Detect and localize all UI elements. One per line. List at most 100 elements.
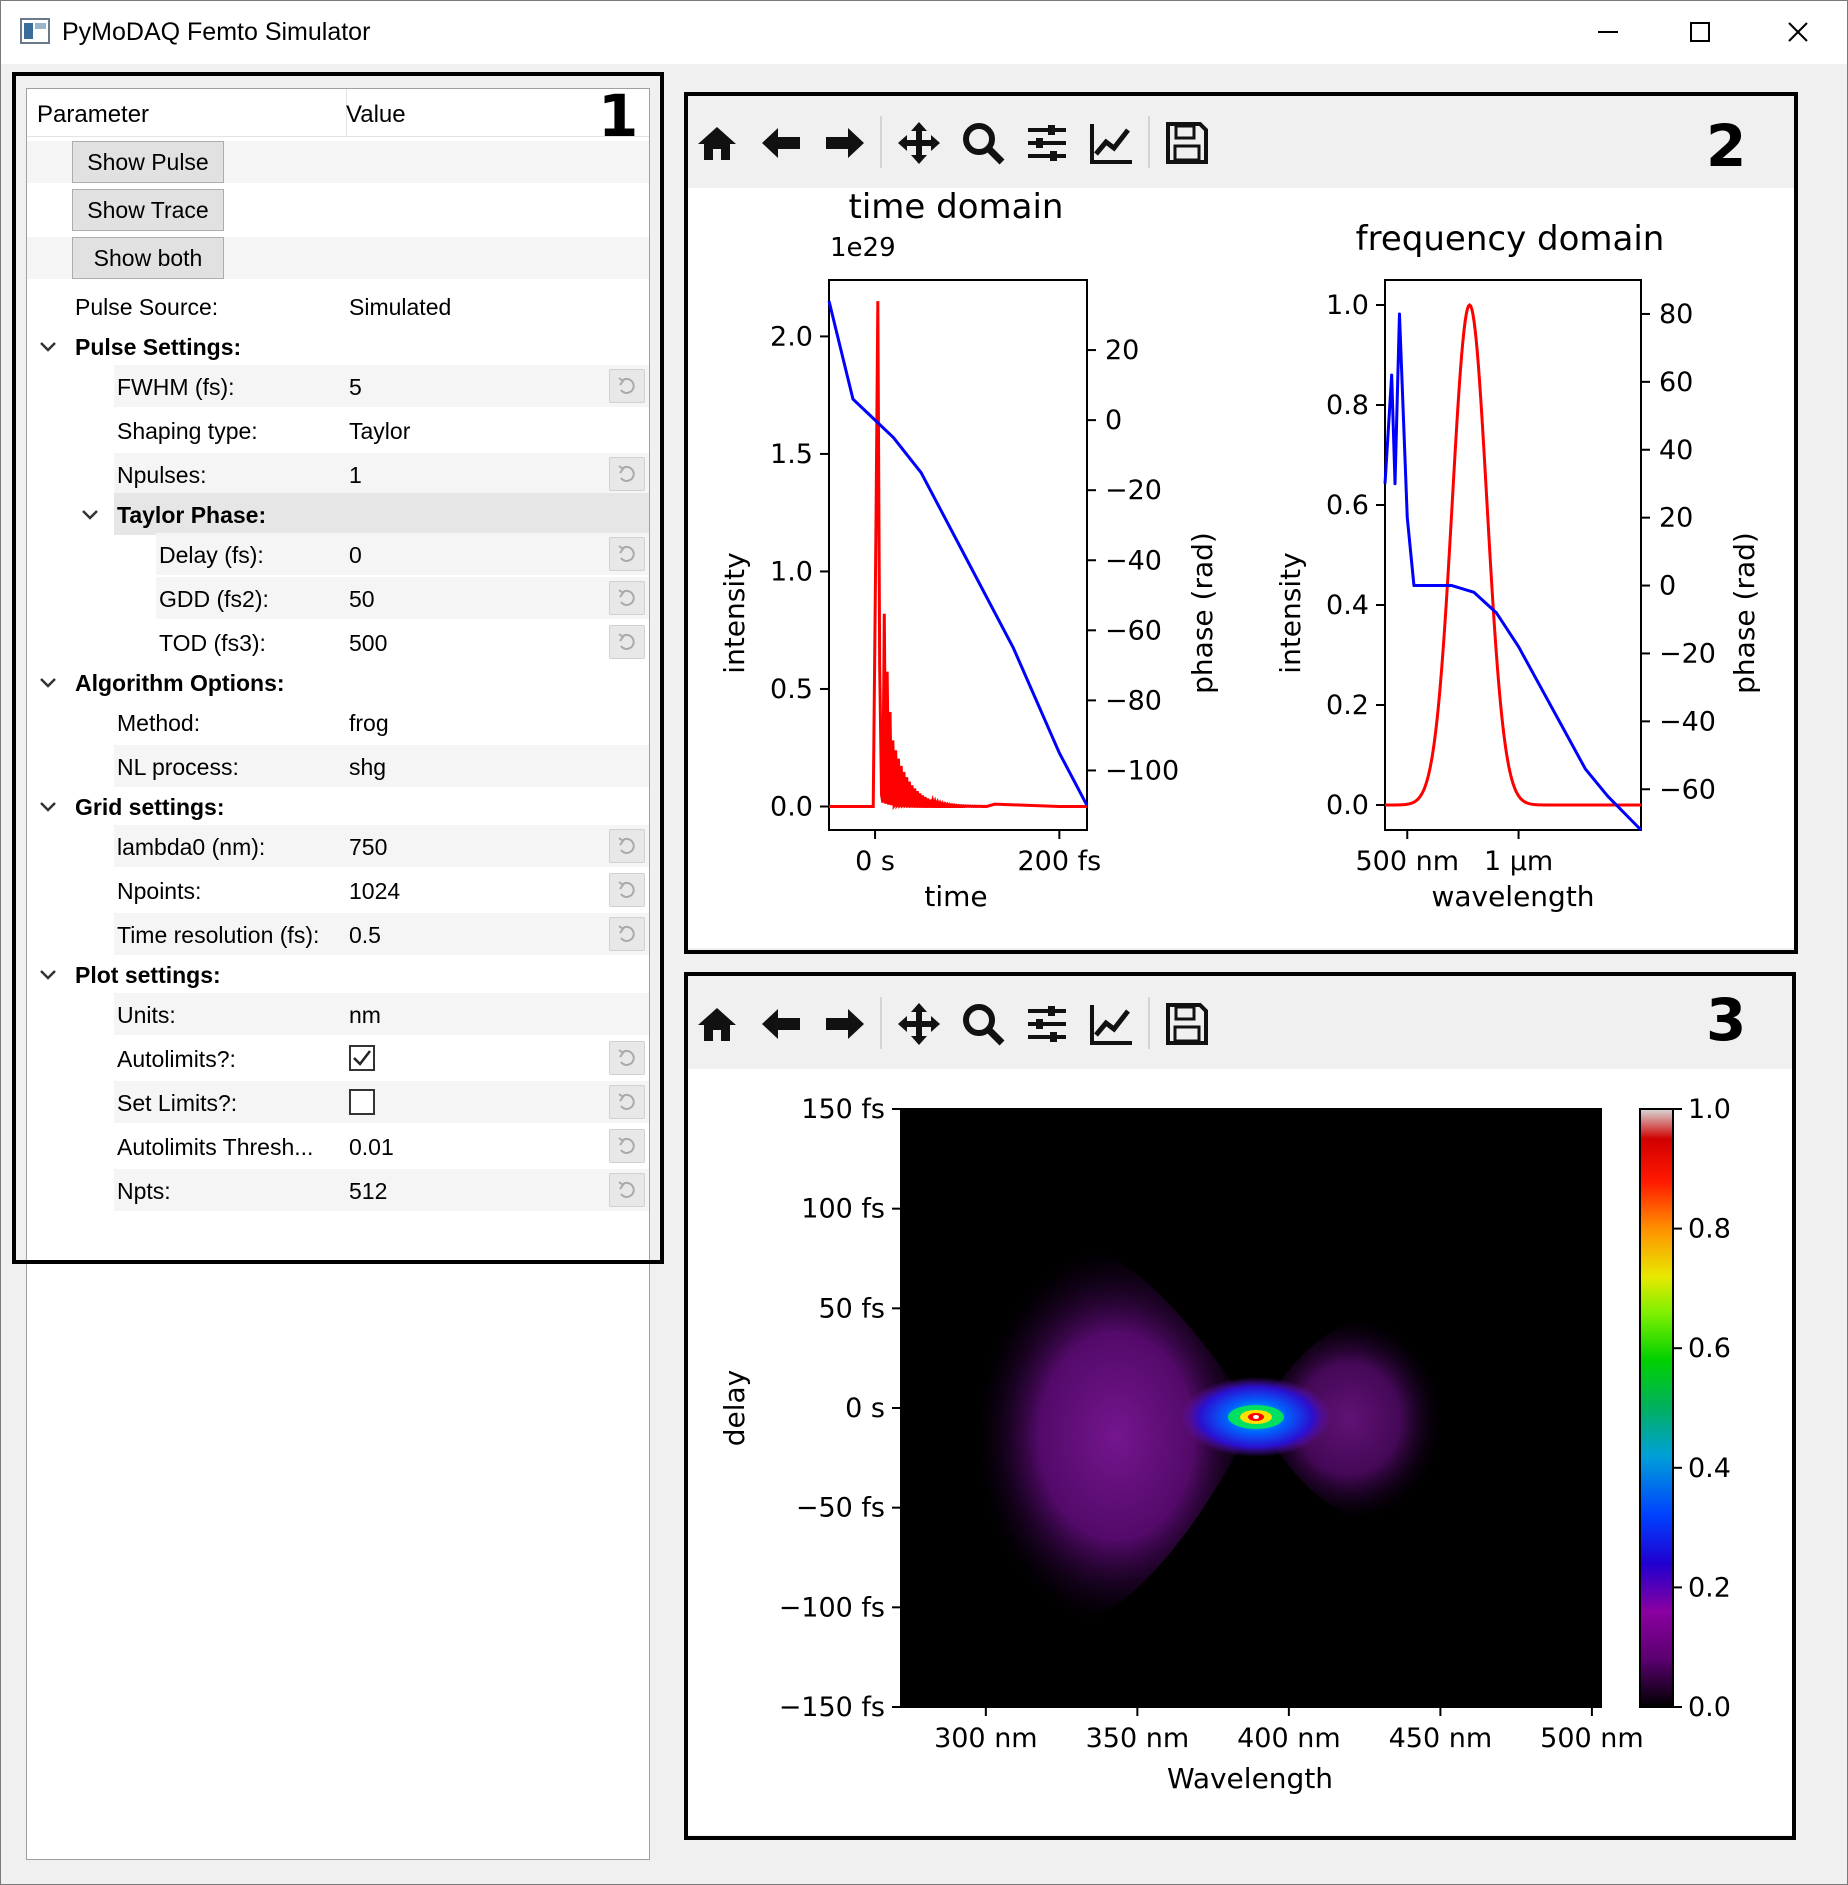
algorithm-options-group[interactable]: Algorithm Options: <box>27 661 649 703</box>
autolimits-thresh-reset-button[interactable] <box>609 1129 645 1163</box>
shaping-type-row[interactable]: Shaping type: Taylor <box>27 409 649 451</box>
lambda0-value[interactable]: 750 <box>349 834 388 860</box>
time-domain-xlabel: time <box>924 880 987 913</box>
delay-reset-button[interactable] <box>609 537 645 571</box>
pulse-settings-group[interactable]: Pulse Settings: <box>27 325 649 367</box>
tod-row[interactable]: TOD (fs3): 500 <box>27 621 649 663</box>
time-resolution-reset-button[interactable] <box>609 917 645 951</box>
edit-axis-icon[interactable] <box>1088 1001 1134 1047</box>
autolimits-thresh-row[interactable]: Autolimits Thresh... 0.01 <box>27 1125 649 1167</box>
npts-value[interactable]: 512 <box>349 1178 388 1204</box>
tod-reset-button[interactable] <box>609 625 645 659</box>
edit-axis-icon[interactable] <box>1088 120 1134 166</box>
gdd-value[interactable]: 50 <box>349 586 375 612</box>
fwhm-label: FWHM (fs): <box>117 374 235 400</box>
plot-settings-group[interactable]: Plot settings: <box>27 953 649 995</box>
tod-value[interactable]: 500 <box>349 630 388 656</box>
colorbar <box>1639 1108 1674 1708</box>
close-button[interactable] <box>1752 0 1844 64</box>
home-icon[interactable] <box>694 120 740 166</box>
reset-icon <box>618 633 635 650</box>
trace-plot-panel: 300 nm 350 nm 400 nm 450 nm 500 nm 150 fs 100… <box>688 977 1794 1835</box>
frequency-domain-xtick-label: 1 μm <box>1484 846 1553 877</box>
taylor-phase-group[interactable]: Taylor Phase: <box>27 493 649 535</box>
colorbar-tick-label: 0.8 <box>1688 1214 1731 1245</box>
npoints-value[interactable]: 1024 <box>349 878 401 904</box>
chevron-down-icon[interactable] <box>37 335 59 357</box>
autolimits-reset-button[interactable] <box>609 1041 645 1075</box>
time-domain-xtick-label: 200 fs <box>1018 846 1102 877</box>
method-value[interactable]: frog <box>349 710 389 736</box>
npts-reset-button[interactable] <box>609 1173 645 1207</box>
npoints-reset-button[interactable] <box>609 873 645 907</box>
pulse-figure[interactable]: time domain 1e29 0.0 0.5 1.0 1.5 2.0 20 0 −20 −… <box>688 188 1796 948</box>
trace-figure[interactable]: 300 nm 350 nm 400 nm 450 nm 500 nm 150 fs 100… <box>688 1069 1794 1835</box>
fwhm-value[interactable]: 5 <box>349 374 362 400</box>
forward-arrow-icon[interactable] <box>822 120 868 166</box>
reset-icon <box>618 1049 635 1066</box>
zoom-icon[interactable] <box>960 1001 1006 1047</box>
delay-row[interactable]: Delay (fs): 0 <box>27 533 649 575</box>
set-limits-reset-button[interactable] <box>609 1085 645 1119</box>
maximize-button[interactable] <box>1654 0 1746 64</box>
chevron-down-icon[interactable] <box>37 671 59 693</box>
shaping-type-value[interactable]: Taylor <box>349 418 411 444</box>
autolimits-row[interactable]: Autolimits?: <box>27 1037 649 1079</box>
autolimits-thresh-label: Autolimits Thresh... <box>117 1134 314 1160</box>
time-resolution-value[interactable]: 0.5 <box>349 922 381 948</box>
lambda0-reset-button[interactable] <box>609 829 645 863</box>
method-row[interactable]: Method: frog <box>27 701 649 743</box>
set-limits-checkbox[interactable] <box>349 1089 375 1115</box>
minimize-button[interactable] <box>1562 0 1654 64</box>
back-arrow-icon[interactable] <box>758 1001 804 1047</box>
npulses-row[interactable]: Npulses: 1 <box>27 453 649 495</box>
pan-icon[interactable] <box>896 1001 942 1047</box>
units-label: Units: <box>117 1002 176 1028</box>
chevron-down-icon[interactable] <box>37 795 59 817</box>
pulse-source-value[interactable]: Simulated <box>349 294 452 320</box>
time-resolution-row[interactable]: Time resolution (fs): 0.5 <box>27 913 649 955</box>
npoints-row[interactable]: Npoints: 1024 <box>27 869 649 911</box>
save-icon[interactable] <box>1164 120 1210 166</box>
delay-value[interactable]: 0 <box>349 542 362 568</box>
reset-icon <box>618 1137 635 1154</box>
colorbar-tick-label: 0.4 <box>1688 1453 1731 1484</box>
nl-process-value[interactable]: shg <box>349 754 387 780</box>
gdd-row[interactable]: GDD (fs2): 50 <box>27 577 649 619</box>
chevron-down-icon[interactable] <box>79 503 101 525</box>
back-arrow-icon[interactable] <box>758 120 804 166</box>
nl-process-label: NL process: <box>117 754 239 780</box>
chevron-down-icon[interactable] <box>37 963 59 985</box>
pan-icon[interactable] <box>896 120 942 166</box>
forward-arrow-icon[interactable] <box>822 1001 868 1047</box>
units-row[interactable]: Units: nm <box>27 993 649 1035</box>
npulses-value[interactable]: 1 <box>349 462 362 488</box>
pulse-source-row[interactable]: Pulse Source: Simulated <box>27 285 649 327</box>
frequency-domain-ytick-label: 1.0 <box>1326 290 1369 321</box>
pulse-source-label: Pulse Source: <box>75 294 219 320</box>
grid-settings-label: Grid settings: <box>75 794 225 820</box>
autolimits-checkbox[interactable] <box>349 1045 375 1071</box>
configure-subplots-icon[interactable] <box>1024 1001 1070 1047</box>
configure-subplots-icon[interactable] <box>1024 120 1070 166</box>
npts-row[interactable]: Npts: 512 <box>27 1169 649 1211</box>
autolimits-thresh-value[interactable]: 0.01 <box>349 1134 394 1160</box>
units-value[interactable]: nm <box>349 1002 381 1028</box>
grid-settings-group[interactable]: Grid settings: <box>27 785 649 827</box>
npulses-reset-button[interactable] <box>609 457 645 491</box>
show-trace-button[interactable]: Show Trace <box>72 189 224 231</box>
gdd-reset-button[interactable] <box>609 581 645 615</box>
lambda0-row[interactable]: lambda0 (nm): 750 <box>27 825 649 867</box>
zoom-icon[interactable] <box>960 120 1006 166</box>
show-pulse-button[interactable]: Show Pulse <box>72 141 224 183</box>
fwhm-row[interactable]: FWHM (fs): 5 <box>27 365 649 407</box>
time-domain-y2tick-label: 0 <box>1105 405 1122 436</box>
home-icon[interactable] <box>694 1001 740 1047</box>
npoints-label: Npoints: <box>117 878 202 904</box>
show-both-button[interactable]: Show both <box>72 237 224 279</box>
fwhm-reset-button[interactable] <box>609 369 645 403</box>
nl-process-row[interactable]: NL process: shg <box>27 745 649 787</box>
frequency-domain-y2tick-label: 0 <box>1659 571 1676 602</box>
set-limits-row[interactable]: Set Limits?: <box>27 1081 649 1123</box>
save-icon[interactable] <box>1164 1001 1210 1047</box>
